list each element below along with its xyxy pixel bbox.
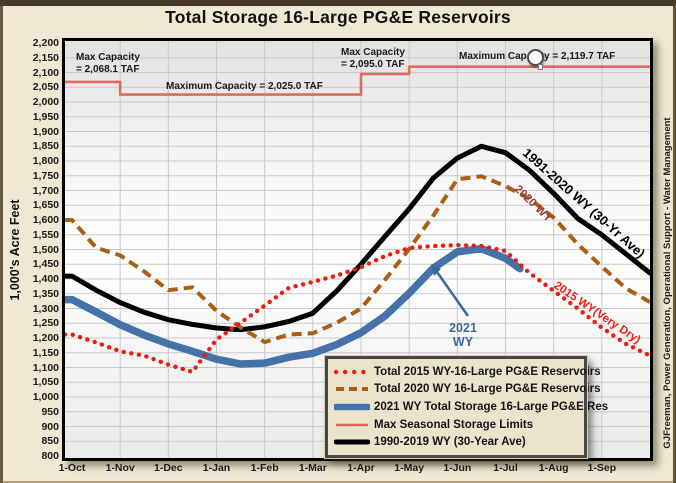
series-label-2021-wy: 2021 WY [449,321,477,349]
y-tick-label: 1,600 [32,214,59,226]
x-tick-label: 1-Apr [347,462,375,474]
legend: Total 2015 WY-16-Large PG&E Reservoirs To… [324,355,608,459]
x-tick-label: 1-Sep [587,462,617,474]
legend-item-label: 1990-2019 WY (30-Year Ave) [374,436,526,449]
annotation-line: = 2,068.1 TAF [76,64,140,75]
y-tick-label: 1,050 [32,376,59,389]
legend-item: Total 2020 WY 16-Large PG&E Reservoirs [334,381,600,399]
cursor-icon [527,49,544,70]
legend-item: Max Seasonal Storage Limits [334,416,578,434]
y-tick-label: 1,250 [32,317,59,330]
y-tick-label: 1,400 [32,273,59,285]
y-tick-label: 1,300 [32,302,59,315]
legend-item: 2021 WY Total Storage 16-Large PG&E Res [334,398,608,416]
y-tick-label: 1,450 [32,258,59,271]
credit-text: GJFreeman, Power Generation, Operational… [662,117,673,449]
legend-marker-icon [334,439,370,445]
x-tick-label: 1-Nov [105,462,135,474]
x-tick-label: 1-Mar [298,462,327,474]
y-tick-label: 1,700 [32,184,59,197]
legend-item-label: Total 2015 WY-16-Large PG&E Reservoirs [374,365,601,378]
y-tick-label: 1,800 [32,155,59,167]
y-tick-label: 950 [41,405,59,418]
y-tick-label: 1,900 [32,125,59,138]
x-tick-label: 1-Aug [538,462,569,474]
x-tick-label: 1-Jan [202,462,231,474]
y-tick-label: 1,200 [32,332,59,344]
legend-item: Total 2015 WY-16-Large PG&E Reservoirs [334,363,601,381]
y-tick-label: 1,750 [32,169,59,182]
y-tick-label: 1,850 [32,140,59,153]
y-tick-label: 1,150 [32,346,59,359]
y-tick-label: 1,500 [32,243,59,256]
y-tick-label: 1,000 [32,391,59,403]
x-tick-label: 1-Oct [58,462,86,474]
x-tick-label: 1-Jul [493,462,518,474]
x-tick-label: 1-Dec [154,462,183,474]
legend-marker-icon [334,369,370,374]
y-tick-label: 1,350 [32,287,59,300]
y-tick-label: 2,100 [32,66,59,79]
legend-marker-icon [336,387,368,392]
annotation-line: Max Capacity [341,47,405,58]
legend-item: 1990-2019 WY (30-Year Ave) [334,433,578,451]
annotation-line: = 2,095.0 TAF [341,59,405,70]
annotation-line: Max Capacity [76,52,140,63]
y-tick-label: 1,650 [32,199,59,212]
x-tick-label: 1-May [394,462,425,474]
legend-marker-icon [336,423,368,426]
y-tick-label: 1,950 [32,110,59,123]
y-tick-label: 2,200 [32,37,59,49]
y-tick-label: 1,100 [32,361,59,374]
legend-marker-icon [334,403,370,411]
legend-item-label: Max Seasonal Storage Limits [374,418,534,431]
y-tick-label: 2,150 [32,51,59,64]
annotation-max-capacity-2068: Max Capacity = 2,068.1 TAF [76,52,140,76]
y-tick-label: 850 [41,435,59,448]
legend-item-label: Total 2020 WY 16-Large PG&E Reservoirs [374,383,601,396]
y-tick-label: 800 [41,450,59,462]
y-tick-label: 2,000 [32,96,59,108]
series-label-2021-line2: WY [452,335,474,349]
series-label-2021-line1: 2021 [449,321,477,335]
x-tick-label: 1-Feb [250,462,279,474]
chart-title: Total Storage 16-Large PG&E Reservoirs [165,7,511,27]
legend-item-label: 2021 WY Total Storage 16-Large PG&E Res [374,400,609,413]
annotation-max-capacity-2025: Maximum Capacity = 2,025.0 TAF [166,81,323,92]
y-tick-label: 1,550 [32,228,59,241]
x-tick-label: 1-Jun [443,462,472,474]
y-tick-label: 2,050 [32,81,59,94]
y-tick-label: 900 [41,420,59,433]
annotation-max-capacity-2095: Max Capacity = 2,095.0 TAF [341,47,405,71]
